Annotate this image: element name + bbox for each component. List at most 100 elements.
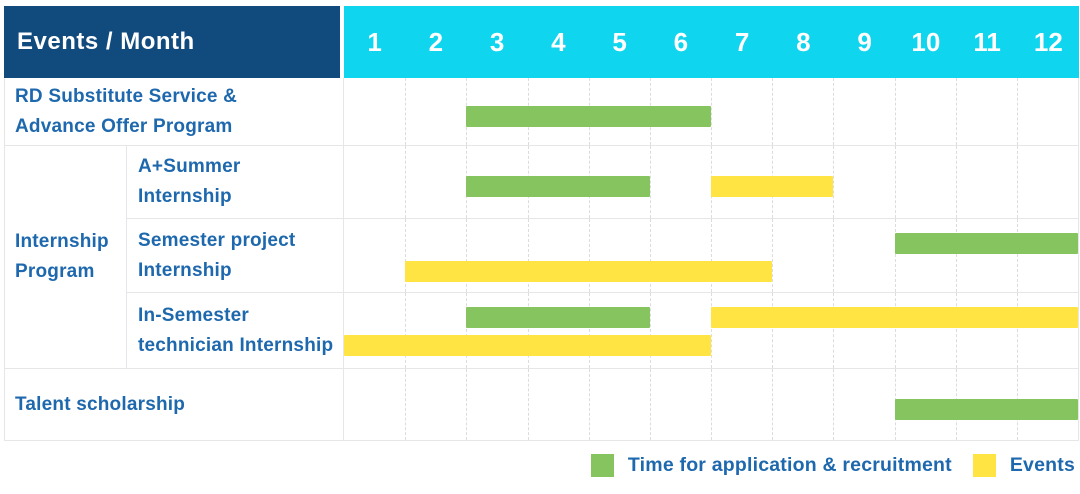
row-label-line: Internship [138,186,232,207]
month-divider-line [649,146,651,218]
gantt-bar-events [405,261,773,282]
row-label: Talent scholarship [5,369,344,440]
month-divider-line [588,219,590,292]
month-header-cell: 7 [734,26,750,57]
row-label-line: Advance Offer Program [15,115,233,137]
month-divider-line [527,293,529,368]
month-header-cell: 8 [796,26,811,57]
row-chart-area [344,219,1078,292]
month-divider-line [588,369,590,440]
month-header-cell: 10 [911,26,941,57]
month-divider-line [405,293,407,368]
row-chart-area [344,146,1078,218]
row-chart-area [344,293,1078,368]
month-divider-line [955,293,957,368]
table-row: In-Semester technician Internship [5,293,1078,369]
month-divider-line [405,219,407,292]
month-divider-line [466,369,468,440]
month-header-cell: 11 [973,26,1001,57]
legend-item-events: Events [972,454,1075,477]
table-row: RD Substitute Service & Advance Offer Pro… [5,78,1078,146]
month-divider-line [772,78,774,145]
month-divider-line [649,369,651,440]
legend: Time for application & recruitment Events [4,454,1075,477]
month-divider-line [1016,219,1018,292]
gantt-table: Events / Month 1 2 3 4 5 6 7 8 9 10 11 12 RD Substi… [4,6,1079,441]
legend-label-events: Events [1009,454,1075,476]
legend-swatch-events [972,454,996,477]
group-label-line: Program [15,261,95,282]
month-header-cell: 5 [612,26,627,57]
row-label: Semester project Internship [5,219,344,292]
row-label-line: Talent scholarship [15,393,186,415]
row-label: A+Summer Internship [5,146,344,218]
month-divider-line [955,219,957,292]
month-divider-line [711,369,712,440]
table-row: A+Summer Internship [5,146,1078,219]
month-divider-line [833,78,835,145]
month-divider-line [711,78,712,145]
row-label: RD Substitute Service & Advance Offer Pro… [5,78,344,145]
legend-item-application: Time for application & recruitment [590,454,952,477]
gantt-bar-application [466,176,650,197]
group-label-line: Internship [15,231,109,252]
month-divider-line [772,369,774,440]
month-divider-line [833,146,835,218]
months-header: 1 2 3 4 5 6 7 8 9 10 11 12 [344,6,1079,78]
month-divider-line [955,146,957,218]
row-chart-area [344,78,1078,145]
month-divider-line [466,219,468,292]
table-row: Semester project Internship [5,219,1078,293]
month-divider-line [772,293,774,368]
month-divider-line [833,293,835,368]
table-row: Talent scholarship [5,369,1078,441]
gantt-body: RD Substitute Service & Advance Offer Pro… [4,78,1079,441]
row-label-line: technician Internship [138,334,334,356]
events-month-header-cell: Events / Month [4,6,340,78]
row-label: In-Semester technician Internship [5,293,344,368]
month-divider-line [894,219,896,292]
month-divider-line [711,219,712,292]
month-divider-line [833,369,835,440]
gantt-bar-events [344,335,711,356]
month-divider-line [405,146,407,218]
gantt-bar-application [466,105,711,127]
gantt-bar-application [466,307,650,328]
month-divider-line [772,219,774,292]
row-label-line: A+Summer [138,156,241,177]
month-divider-line [649,219,651,292]
month-header-cell: 2 [428,26,444,57]
gantt-bar-application [894,233,1078,254]
row-chart-area [344,369,1078,440]
gantt-bar-application [894,398,1078,420]
month-divider-line [1016,293,1018,368]
month-divider-line [894,78,896,145]
month-header-cell: 6 [673,26,689,57]
row-label-line: RD Substitute Service & [15,85,238,107]
month-divider-line [833,219,835,292]
month-header-cell: 12 [1033,26,1063,57]
group-cell-internship-program: Internship Program [5,146,126,368]
month-header-cell: 9 [857,26,872,57]
month-header-cell: 4 [551,26,566,57]
month-divider-line [711,293,712,368]
month-divider-line [527,369,529,440]
month-divider-line [405,369,407,440]
row-label-line: Semester project [138,229,296,251]
gantt-bar-events [711,176,834,197]
legend-swatch-application [590,454,614,477]
gantt-bar-events [711,307,1078,328]
month-divider-line [527,219,529,292]
month-divider-line [894,293,896,368]
month-header-cell: 3 [489,26,505,57]
month-divider-line [1016,78,1018,145]
month-divider-line [1016,146,1018,218]
row-label-line: Internship [138,259,232,281]
header-row: Events / Month 1 2 3 4 5 6 7 8 9 10 11 12 [4,6,1079,78]
month-divider-line [405,78,407,145]
month-divider-line [588,293,590,368]
row-label-line: In-Semester [138,304,249,326]
month-divider-line [649,293,651,368]
legend-label-application: Time for application & recruitment [627,454,952,476]
